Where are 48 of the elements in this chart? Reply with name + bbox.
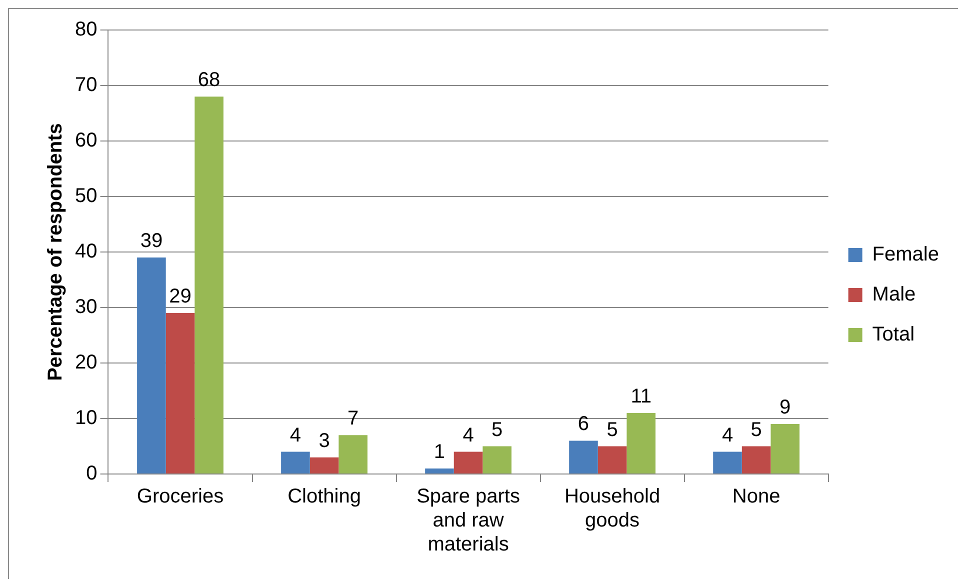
y-tick-label: 60 (74, 130, 98, 152)
data-label: 4 (462, 424, 474, 446)
data-label: 29 (169, 286, 192, 308)
data-label: 7 (348, 408, 359, 430)
bar (137, 258, 166, 474)
data-label: 39 (140, 230, 163, 252)
y-tick-label: 40 (74, 240, 98, 263)
y-tick-label: 50 (74, 185, 98, 208)
x-tick-label: Household goods (564, 486, 660, 532)
y-tick-label: 80 (74, 18, 98, 41)
data-label: 1 (434, 440, 446, 463)
legend-label: Total (872, 324, 915, 346)
bar (569, 440, 598, 474)
data-label: 5 (750, 418, 762, 441)
data-label: 11 (630, 385, 652, 408)
data-label: 5 (606, 418, 618, 441)
data-label: 4 (722, 424, 734, 446)
y-tick-label: 0 (86, 462, 98, 485)
bar (598, 446, 627, 474)
y-axis-title: Percentage of respondents (44, 123, 67, 381)
bar (338, 435, 368, 474)
y-tick-label: 30 (74, 296, 98, 318)
data-label: 3 (318, 430, 330, 452)
bar (454, 452, 483, 474)
data-label: 4 (290, 424, 302, 446)
x-tick-label: Clothing (288, 486, 361, 508)
data-label: 6 (578, 413, 590, 436)
y-tick-label: 10 (74, 407, 98, 430)
bar (482, 446, 512, 474)
bar (770, 424, 800, 474)
y-tick-label: 20 (74, 352, 98, 374)
x-tick-label: None (732, 486, 780, 508)
bar (425, 468, 454, 474)
bar (281, 452, 310, 474)
legend-label: Male (872, 284, 916, 306)
bar (310, 457, 339, 474)
bar (194, 96, 224, 474)
x-tick-label: Spare parts and raw materials (416, 486, 520, 556)
data-label: 9 (780, 396, 791, 419)
y-tick-label: 70 (74, 74, 98, 96)
bar (713, 452, 742, 474)
bar (626, 412, 656, 474)
legend-label: Female (872, 244, 940, 266)
bar (742, 446, 771, 474)
x-tick-label: Groceries (136, 486, 224, 508)
bar (166, 313, 195, 474)
data-label: 5 (492, 418, 503, 441)
data-label: 68 (198, 69, 220, 92)
